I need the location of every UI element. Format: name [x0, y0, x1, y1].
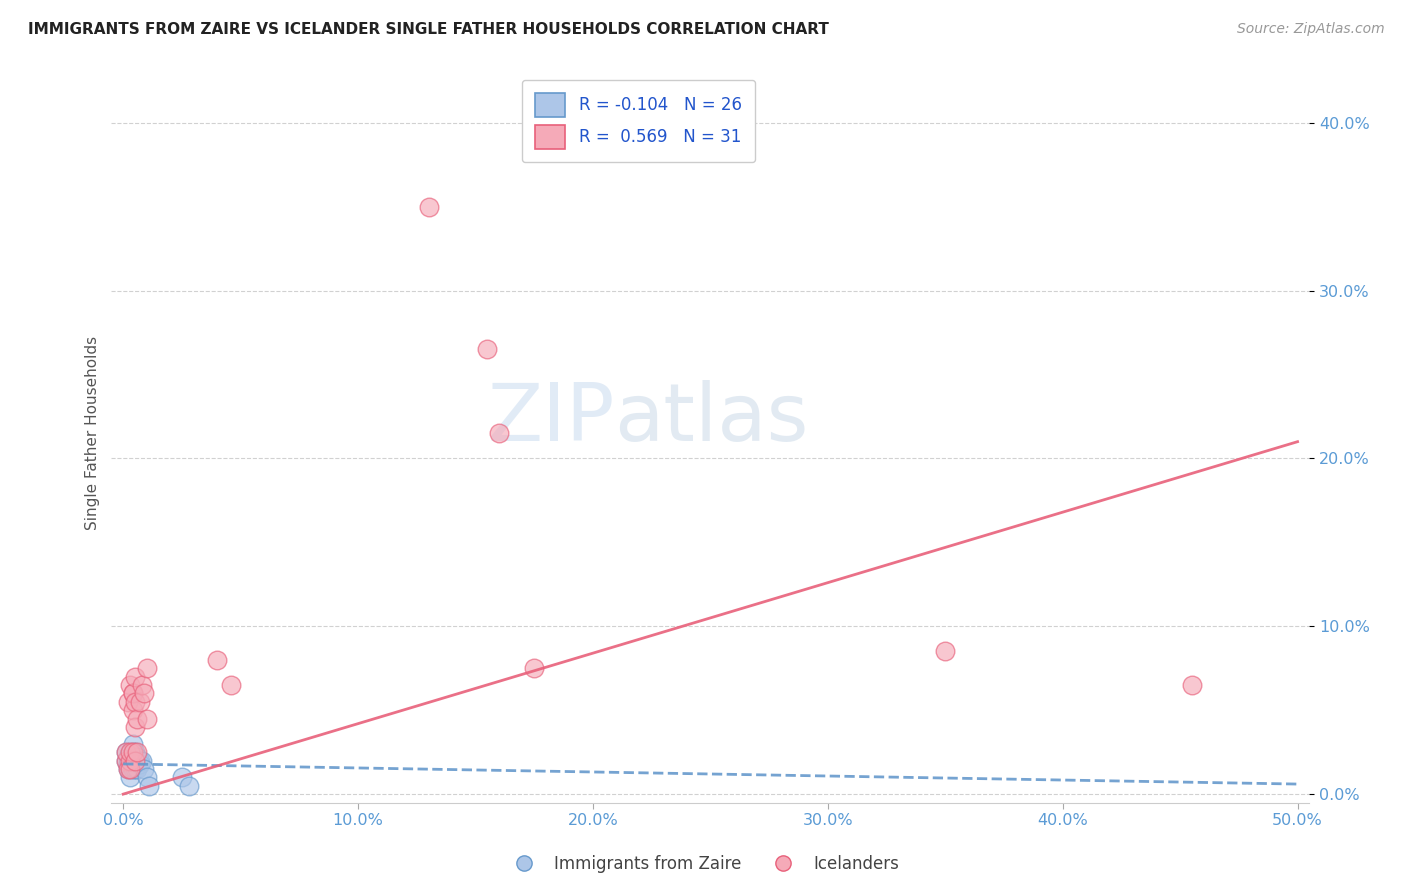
Point [124, 754, 146, 768]
Point [128, 756, 150, 771]
Point [121, 686, 143, 700]
Point [117, 756, 139, 771]
Point [120, 745, 142, 759]
Point [124, 745, 146, 759]
Point [121, 762, 143, 776]
Point [120, 678, 142, 692]
Point [934, 644, 956, 658]
Point [127, 750, 149, 764]
Text: Source: ZipAtlas.com: Source: ZipAtlas.com [1237, 22, 1385, 37]
Point [523, 661, 546, 675]
Point [131, 754, 153, 768]
Point [121, 737, 143, 751]
Text: atlas: atlas [614, 379, 808, 458]
Point [131, 678, 153, 692]
Point [120, 770, 142, 784]
Point [117, 695, 139, 709]
Point [127, 745, 149, 759]
Point [124, 754, 146, 768]
Point [117, 762, 139, 776]
Point [488, 426, 510, 441]
Point [114, 754, 136, 768]
Point [177, 779, 200, 793]
Text: IMMIGRANTS FROM ZAIRE VS ICELANDER SINGLE FATHER HOUSEHOLDS CORRELATION CHART: IMMIGRANTS FROM ZAIRE VS ICELANDER SINGL… [28, 22, 830, 37]
Legend: R = -0.104   N = 26, R =  0.569   N = 31: R = -0.104 N = 26, R = 0.569 N = 31 [522, 79, 755, 162]
Point [121, 745, 143, 759]
Point [170, 770, 193, 784]
Point [124, 720, 146, 734]
Point [135, 712, 157, 726]
Point [120, 745, 142, 759]
Point [135, 770, 157, 784]
Point [477, 343, 499, 357]
Point [120, 762, 142, 776]
Text: ZIP: ZIP [486, 379, 614, 458]
Y-axis label: Single Father Households: Single Father Households [86, 336, 100, 531]
Legend: Immigrants from Zaire, Icelanders: Immigrants from Zaire, Icelanders [501, 848, 905, 880]
Point [120, 754, 142, 768]
Point [134, 686, 156, 700]
Point [121, 686, 143, 700]
Point [120, 754, 142, 768]
Point [124, 754, 146, 768]
Point [128, 695, 150, 709]
Point [117, 750, 139, 764]
Point [114, 745, 136, 759]
Point [128, 754, 150, 768]
Point [134, 762, 156, 776]
Point [121, 745, 143, 759]
Point [127, 762, 149, 776]
Point [138, 779, 160, 793]
Point [135, 661, 157, 675]
Point [117, 762, 139, 776]
Point [127, 712, 149, 726]
Point [219, 678, 242, 692]
Point [124, 670, 146, 684]
Point [114, 754, 136, 768]
Point [1181, 678, 1204, 692]
Point [114, 745, 136, 759]
Point [120, 762, 142, 776]
Point [418, 200, 440, 214]
Point [124, 762, 146, 776]
Point [124, 695, 146, 709]
Point [205, 653, 228, 667]
Point [121, 703, 143, 717]
